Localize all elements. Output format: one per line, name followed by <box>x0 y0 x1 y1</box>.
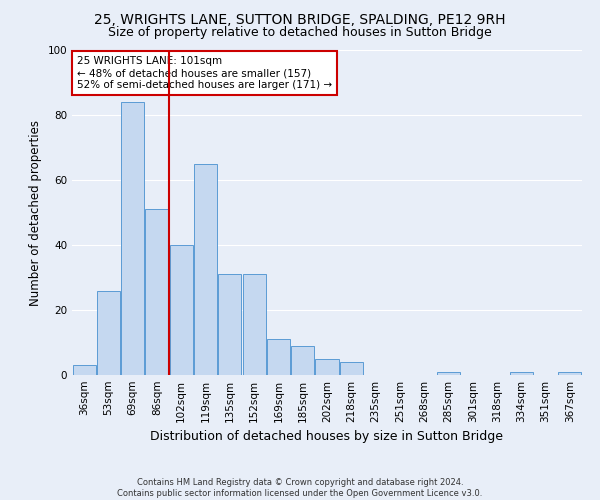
Y-axis label: Number of detached properties: Number of detached properties <box>29 120 42 306</box>
Bar <box>316 359 338 375</box>
Bar <box>267 339 290 375</box>
Bar <box>145 209 169 375</box>
Text: 25 WRIGHTS LANE: 101sqm
← 48% of detached houses are smaller (157)
52% of semi-d: 25 WRIGHTS LANE: 101sqm ← 48% of detache… <box>77 56 332 90</box>
X-axis label: Distribution of detached houses by size in Sutton Bridge: Distribution of detached houses by size … <box>151 430 503 444</box>
Bar <box>73 365 95 375</box>
Text: Contains HM Land Registry data © Crown copyright and database right 2024.
Contai: Contains HM Land Registry data © Crown c… <box>118 478 482 498</box>
Bar <box>559 372 581 375</box>
Bar <box>510 372 533 375</box>
Bar <box>437 372 460 375</box>
Text: Size of property relative to detached houses in Sutton Bridge: Size of property relative to detached ho… <box>108 26 492 39</box>
Bar <box>218 274 241 375</box>
Bar <box>97 290 120 375</box>
Bar <box>291 346 314 375</box>
Bar <box>194 164 217 375</box>
Bar <box>242 274 266 375</box>
Bar <box>170 245 193 375</box>
Bar <box>121 102 144 375</box>
Bar <box>340 362 363 375</box>
Text: 25, WRIGHTS LANE, SUTTON BRIDGE, SPALDING, PE12 9RH: 25, WRIGHTS LANE, SUTTON BRIDGE, SPALDIN… <box>94 12 506 26</box>
